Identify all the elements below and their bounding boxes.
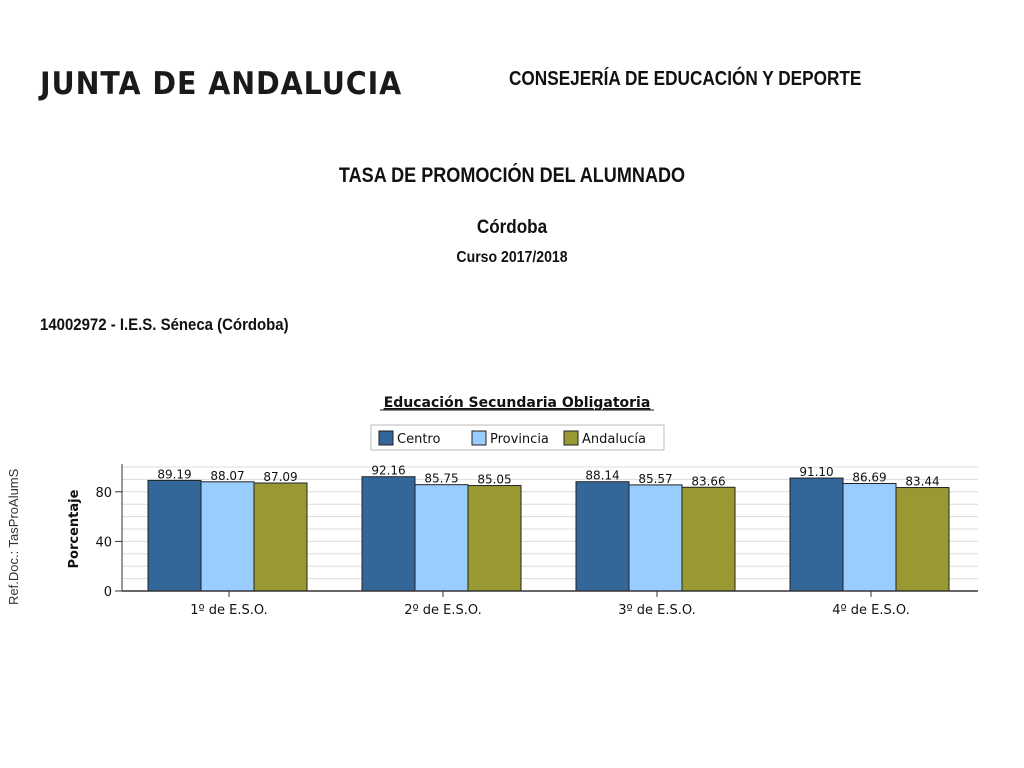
data-label: 91.10 xyxy=(799,465,833,479)
data-label: 85.57 xyxy=(638,472,672,486)
legend-swatch-andalucia xyxy=(563,430,579,446)
bar xyxy=(361,476,416,592)
school-center-name: 14002972 - I.E.S. Séneca (Córdoba) xyxy=(40,315,289,334)
data-label: 92.16 xyxy=(371,464,405,478)
bar xyxy=(842,483,897,592)
data-label: 83.66 xyxy=(691,474,725,488)
legend-label-provincia: Provincia xyxy=(490,432,549,447)
legend-box xyxy=(370,424,665,451)
x-tick-label: 2º de E.S.O. xyxy=(404,603,481,618)
bar xyxy=(414,484,469,592)
promotion-rate-bar-chart: Educación Secundaria Obligatoria Centro Pr… xyxy=(67,395,978,618)
bar xyxy=(681,486,736,592)
report-title: TASA DE PROMOCIÓN DEL ALUMNADO xyxy=(338,164,686,187)
department-name: CONSEJERÍA DE EDUCACIÓN Y DEPORTE xyxy=(509,68,862,90)
data-label: 83.44 xyxy=(905,475,939,489)
data-label: 85.75 xyxy=(424,472,458,486)
logo-junta-de-andalucia: JUNTA DE ANDALUCIA xyxy=(40,66,403,102)
x-tick-label: 3º de E.S.O. xyxy=(618,603,695,618)
province-name: Córdoba xyxy=(476,217,548,238)
y-tick-label: 80 xyxy=(95,486,112,501)
y-axis-label: Porcentaje xyxy=(67,489,82,568)
y-tick-label: 0 xyxy=(104,585,112,600)
data-label: 86.69 xyxy=(852,471,886,485)
legend-swatch-provincia xyxy=(471,430,487,446)
bar xyxy=(628,484,683,592)
bar xyxy=(200,481,255,592)
y-tick-label: 40 xyxy=(95,535,112,550)
bar xyxy=(253,482,308,592)
bar xyxy=(467,485,522,592)
bar xyxy=(147,479,202,592)
x-tick-label: 1º de E.S.O. xyxy=(190,603,267,618)
data-label: 88.07 xyxy=(210,469,244,483)
bar xyxy=(789,477,844,592)
data-label: 87.09 xyxy=(263,470,297,484)
bar xyxy=(575,481,630,592)
chart-title: Educación Secundaria Obligatoria xyxy=(384,395,651,411)
data-label: 89.19 xyxy=(157,467,191,481)
legend-label-andalucia: Andalucía xyxy=(582,432,646,447)
legend-label-centro: Centro xyxy=(397,432,440,447)
data-label: 88.14 xyxy=(585,469,619,483)
school-year: Curso 2017/2018 xyxy=(456,249,568,266)
bar xyxy=(895,487,950,592)
legend-swatch-centro xyxy=(378,430,394,446)
data-label: 85.05 xyxy=(477,473,511,487)
x-tick-label: 4º de E.S.O. xyxy=(832,603,909,618)
